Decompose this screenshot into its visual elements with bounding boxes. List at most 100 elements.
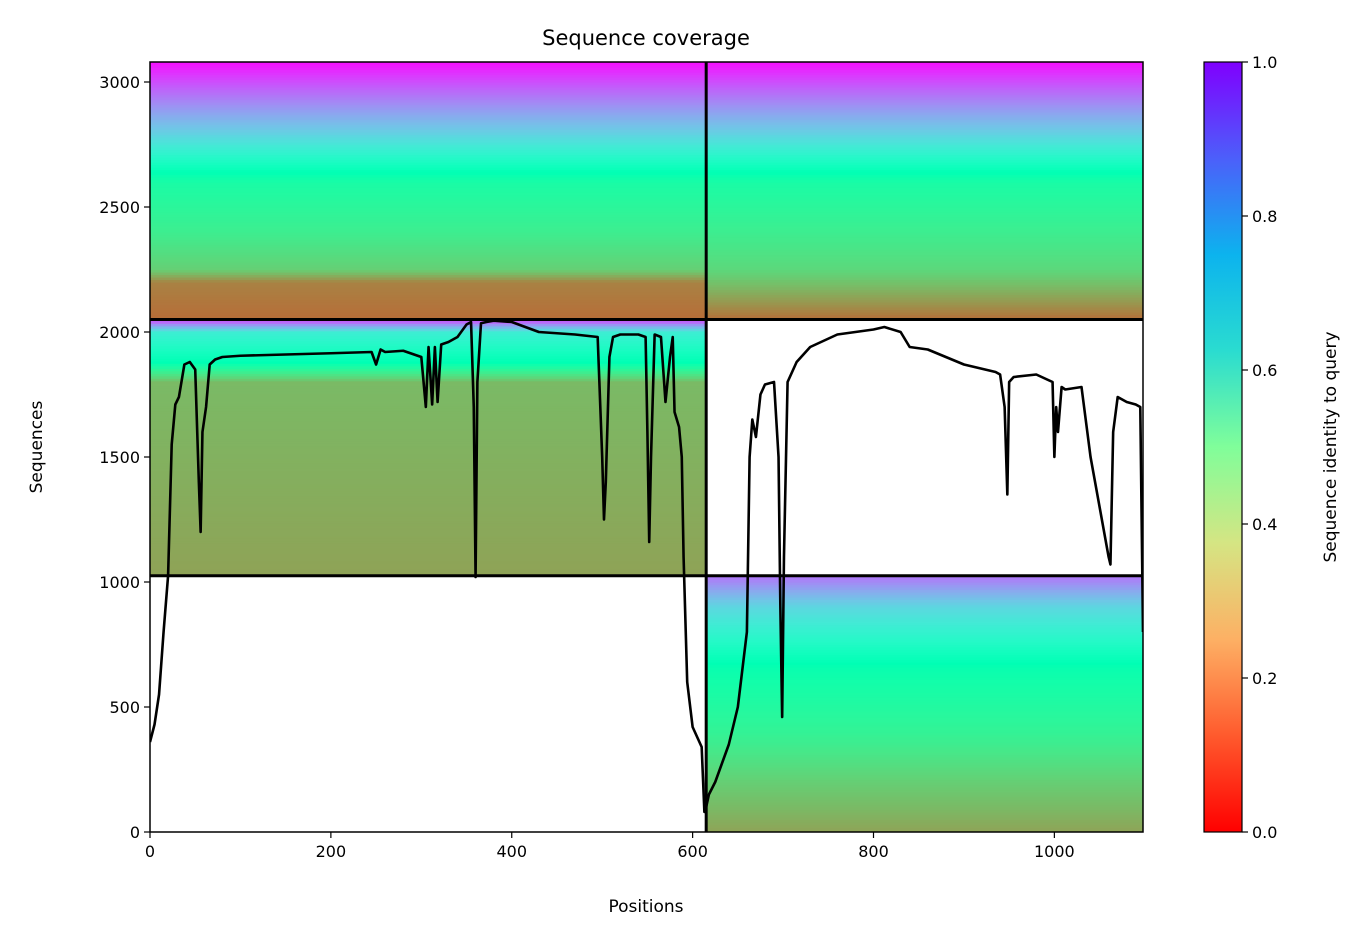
heatmap-band — [706, 579, 1143, 583]
heatmap-band — [150, 530, 707, 534]
x-tick-label: 0 — [145, 842, 155, 861]
heatmap-band — [150, 433, 707, 437]
heatmap-band — [150, 533, 707, 537]
heatmap-band — [706, 602, 1143, 606]
heatmap-band — [150, 425, 707, 429]
heatmap-band — [150, 560, 707, 564]
chart-title: Sequence coverage — [542, 26, 750, 50]
heatmap-band — [150, 192, 707, 196]
heatmap-band — [706, 147, 1143, 151]
heatmap-band — [706, 277, 1143, 281]
heatmap-band — [150, 523, 707, 527]
heatmap-band — [150, 453, 707, 457]
heatmap-band — [150, 284, 707, 288]
heatmap-band — [706, 649, 1143, 653]
heatmap-band — [706, 177, 1143, 181]
heatmap-band — [150, 475, 707, 479]
heatmap-band — [706, 807, 1143, 811]
heatmap-band — [706, 149, 1143, 153]
heatmap-band — [706, 79, 1143, 83]
heatmap-band — [150, 550, 707, 554]
heatmap-band — [150, 127, 707, 131]
colorbar — [1203, 61, 1243, 833]
heatmap-band — [706, 192, 1143, 196]
heatmap-band — [706, 112, 1143, 116]
heatmap-band — [706, 252, 1143, 256]
heatmap-band — [150, 152, 707, 156]
heatmap-band — [706, 299, 1143, 303]
heatmap-band — [706, 694, 1143, 698]
heatmap-band — [706, 582, 1143, 586]
heatmap-band — [150, 410, 707, 414]
heatmap-band — [706, 174, 1143, 178]
heatmap-band — [706, 624, 1143, 628]
heatmap-band — [706, 242, 1143, 246]
heatmap-band — [706, 127, 1143, 131]
heatmap-band — [150, 144, 707, 148]
heatmap-band — [150, 440, 707, 444]
heatmap-band — [706, 237, 1143, 241]
heatmap-band — [150, 495, 707, 499]
heatmap-band — [706, 789, 1143, 793]
heatmap-band — [150, 249, 707, 253]
heatmap-band — [706, 297, 1143, 301]
heatmap-band — [706, 69, 1143, 73]
heatmap-band — [706, 657, 1143, 661]
heatmap-band — [150, 535, 707, 539]
heatmap-band — [706, 114, 1143, 118]
heatmap-band — [706, 637, 1143, 641]
heatmap-band — [150, 74, 707, 78]
heatmap-band — [150, 117, 707, 121]
heatmap-band — [706, 239, 1143, 243]
heatmap-band — [150, 565, 707, 569]
heatmap-band — [706, 699, 1143, 703]
heatmap-band — [150, 214, 707, 218]
heatmap-band — [706, 707, 1143, 711]
heatmap-band — [706, 102, 1143, 106]
heatmap-band — [150, 154, 707, 158]
heatmap-band — [706, 202, 1143, 206]
heatmap-band — [150, 418, 707, 422]
heatmap-band — [706, 797, 1143, 801]
y-axis-label: Sequences — [27, 401, 47, 494]
heatmap-band — [150, 458, 707, 462]
heatmap-band — [706, 772, 1143, 776]
heatmap-band — [706, 247, 1143, 251]
heatmap-band — [150, 448, 707, 452]
heatmap-band — [150, 84, 707, 88]
heatmap-band — [706, 139, 1143, 143]
heatmap-band — [150, 540, 707, 544]
heatmap-band — [706, 312, 1143, 316]
heatmap-band — [150, 212, 707, 216]
heatmap-band — [706, 604, 1143, 608]
heatmap-band — [150, 79, 707, 83]
heatmap-band — [150, 87, 707, 91]
heatmap-band — [150, 555, 707, 559]
heatmap-band — [706, 599, 1143, 603]
heatmap-band — [706, 77, 1143, 81]
heatmap-band — [706, 109, 1143, 113]
heatmap-band — [150, 314, 707, 318]
heatmap-band — [150, 234, 707, 238]
heatmap-band — [150, 247, 707, 251]
heatmap-band — [706, 769, 1143, 773]
heatmap-band — [706, 704, 1143, 708]
heatmap-band — [150, 177, 707, 181]
heatmap-band — [706, 92, 1143, 96]
heatmap-band — [706, 747, 1143, 751]
heatmap-band — [706, 729, 1143, 733]
heatmap-band — [706, 257, 1143, 261]
heatmap-band — [706, 652, 1143, 656]
heatmap-band — [706, 672, 1143, 676]
colorbar-tick-label: 0.4 — [1252, 515, 1277, 534]
heatmap-band — [150, 219, 707, 223]
heatmap-band — [150, 142, 707, 146]
heatmap-band — [150, 450, 707, 454]
heatmap-band — [706, 817, 1143, 821]
heatmap-band — [150, 385, 707, 389]
heatmap-band — [706, 189, 1143, 193]
heatmap-band — [706, 232, 1143, 236]
heatmap-band — [706, 204, 1143, 208]
heatmap-band — [150, 157, 707, 161]
heatmap-band — [706, 779, 1143, 783]
